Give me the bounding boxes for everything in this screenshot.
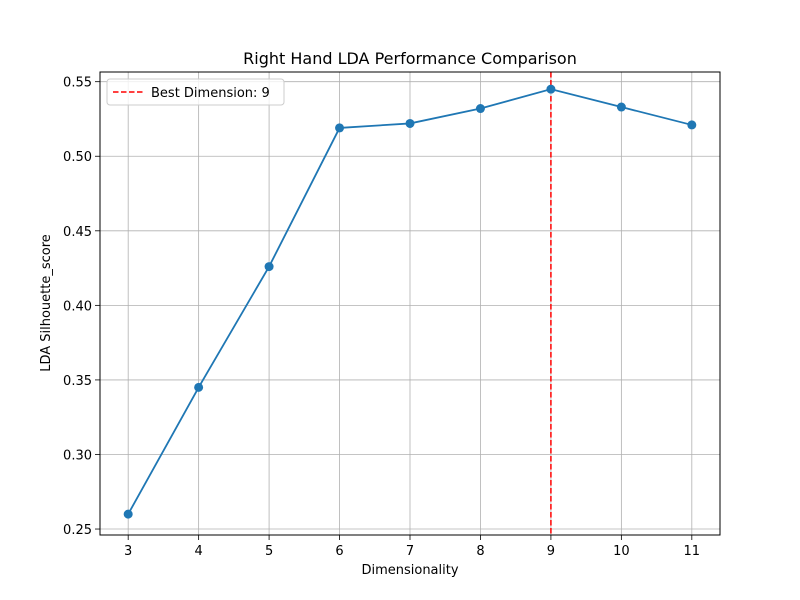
data-point: [475, 104, 485, 114]
y-tick-label: 0.55: [63, 76, 92, 91]
x-axis-label: Dimensionality: [361, 563, 458, 578]
data-point: [194, 382, 204, 392]
data-point: [616, 102, 626, 112]
data-point: [546, 84, 556, 94]
x-tick-label: 5: [265, 544, 273, 559]
data-point: [264, 262, 274, 272]
x-tick-label: 6: [335, 544, 343, 559]
grid-lines: [100, 72, 720, 535]
y-axis-label: LDA Silhouette_score: [39, 234, 54, 372]
data-point: [335, 123, 345, 133]
legend: Best Dimension: 9: [106, 78, 285, 106]
x-tick-label: 10: [613, 544, 630, 559]
x-axis-ticks: 3 4 5 6 7 8 9 10 11: [124, 535, 700, 559]
y-tick-label: 0.45: [63, 225, 92, 240]
y-tick-label: 0.25: [63, 523, 92, 538]
data-point: [123, 509, 133, 519]
x-tick-label: 3: [124, 544, 132, 559]
x-tick-label: 8: [476, 544, 484, 559]
x-tick-label: 11: [684, 544, 701, 559]
y-tick-label: 0.50: [63, 150, 92, 165]
data-point: [405, 118, 415, 128]
x-tick-label: 4: [194, 544, 202, 559]
x-tick-label: 7: [406, 544, 414, 559]
chart-title: Right Hand LDA Performance Comparison: [243, 49, 577, 68]
y-tick-label: 0.30: [63, 448, 92, 463]
x-tick-label: 9: [547, 544, 555, 559]
y-axis-ticks: 0.25 0.30 0.35 0.40 0.45 0.50 0.55: [63, 76, 100, 538]
y-tick-label: 0.40: [63, 299, 92, 314]
data-point: [687, 120, 697, 130]
series-group: [123, 84, 697, 519]
legend-box: [106, 78, 285, 106]
legend-label: Best Dimension: 9: [151, 86, 270, 101]
y-tick-label: 0.35: [63, 374, 92, 389]
